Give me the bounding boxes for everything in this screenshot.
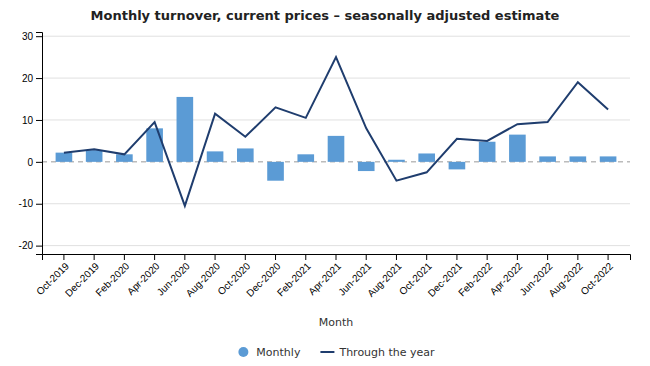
x-tick-mark [184, 254, 185, 260]
y-tick: 30 [22, 31, 42, 42]
x-tick-mark [94, 254, 95, 260]
x-tick-mark [305, 254, 306, 260]
x-tick-mark [426, 254, 427, 260]
x-tick-mark [517, 254, 518, 260]
y-tick: 10 [22, 115, 42, 126]
bar [207, 151, 224, 161]
legend: Monthly Through the year [238, 346, 435, 359]
plot: -20 -10 0 10 20 30 Oct-2019Dec-2019Feb-2020Apr… [19, 31, 631, 299]
legend-label: Through the year [338, 346, 435, 359]
grid-line [42, 245, 630, 246]
bar [600, 156, 617, 161]
x-tick-mark [396, 254, 397, 260]
x-tick: Oct-2022 [578, 254, 615, 297]
legend-item: Through the year [320, 346, 435, 359]
chart: Monthly turnover, current prices – seaso… [0, 0, 650, 366]
x-tick-mark [154, 254, 155, 260]
y-tick-mark [36, 204, 42, 205]
y-tick-mark [36, 120, 42, 121]
y-tick-label: 20 [22, 73, 34, 84]
grid-line [42, 78, 630, 79]
legend-label: Monthly [256, 346, 301, 359]
x-tick-mark [608, 254, 609, 260]
y-tick-mark [36, 246, 42, 247]
x-axis-line [43, 255, 631, 261]
bar [116, 154, 133, 162]
bar [267, 162, 284, 181]
grid-line [42, 119, 630, 120]
x-tick: Aug-2021 [365, 254, 404, 299]
x-tick-mark [63, 254, 64, 260]
bar [388, 160, 405, 162]
bar [237, 148, 254, 161]
x-tick-mark [487, 254, 488, 260]
y-tick-mark [36, 78, 42, 79]
y-tick-mark [36, 162, 42, 163]
x-tick-mark [547, 254, 548, 260]
grid-line [42, 36, 630, 37]
legend-swatch [320, 351, 334, 353]
y-tick-label: 0 [27, 157, 33, 168]
x-tick-mark [577, 254, 578, 260]
x-tick-mark [215, 254, 216, 260]
y-tick-label: 10 [22, 115, 34, 126]
title: Monthly turnover, current prices – seaso… [91, 8, 560, 23]
grid-line [42, 203, 630, 204]
bar [56, 153, 73, 162]
legend-item: Monthly [238, 346, 301, 359]
x-tick-mark [366, 254, 367, 260]
y-tick: -20 [19, 240, 42, 251]
bar [449, 162, 466, 170]
bar [509, 135, 526, 162]
y-tick-label: 30 [22, 31, 34, 42]
y-tick-label: -20 [19, 240, 34, 251]
x-tick-mark [275, 254, 276, 260]
y-axis-line [36, 33, 43, 255]
x-tick: Aug-2020 [184, 254, 223, 299]
bar [539, 156, 556, 161]
x-tick-label: Oct-2022 [578, 260, 615, 297]
bar [146, 128, 163, 162]
y-tick-mark [36, 36, 42, 37]
x-tick-label: Aug-2022 [546, 260, 585, 299]
y-axis: -20 -10 0 10 20 30 [19, 31, 43, 255]
bar [177, 97, 194, 162]
bar [328, 136, 345, 162]
x-tick-mark [456, 254, 457, 260]
marks [56, 57, 617, 206]
bar [358, 162, 375, 171]
x-label: Month [319, 316, 354, 329]
x-tick: Aug-2022 [546, 254, 585, 299]
x-tick-label: Aug-2020 [184, 260, 223, 299]
x-tick-mark [336, 254, 337, 260]
y-tick: 20 [22, 73, 42, 84]
bar [86, 150, 103, 162]
x-axis: Oct-2019Dec-2019Feb-2020Apr-2020Jun-2020… [34, 254, 630, 299]
line [64, 57, 608, 206]
x-tick-mark [245, 254, 246, 260]
legend-swatch [238, 347, 248, 357]
bar [297, 154, 314, 162]
x-tick-label: Feb-2021 [275, 260, 313, 298]
x-tick-label: Feb-2022 [456, 260, 494, 298]
y-tick: 0 [27, 157, 42, 168]
grid [42, 36, 630, 245]
bar [570, 156, 587, 161]
bar [418, 153, 435, 161]
x-tick-mark [124, 254, 125, 260]
x-tick-label: Aug-2021 [365, 260, 404, 299]
y-tick-label: -10 [19, 198, 34, 209]
x-tick-label: Feb-2020 [93, 260, 131, 298]
bar [479, 142, 496, 162]
y-tick: -10 [19, 198, 42, 209]
